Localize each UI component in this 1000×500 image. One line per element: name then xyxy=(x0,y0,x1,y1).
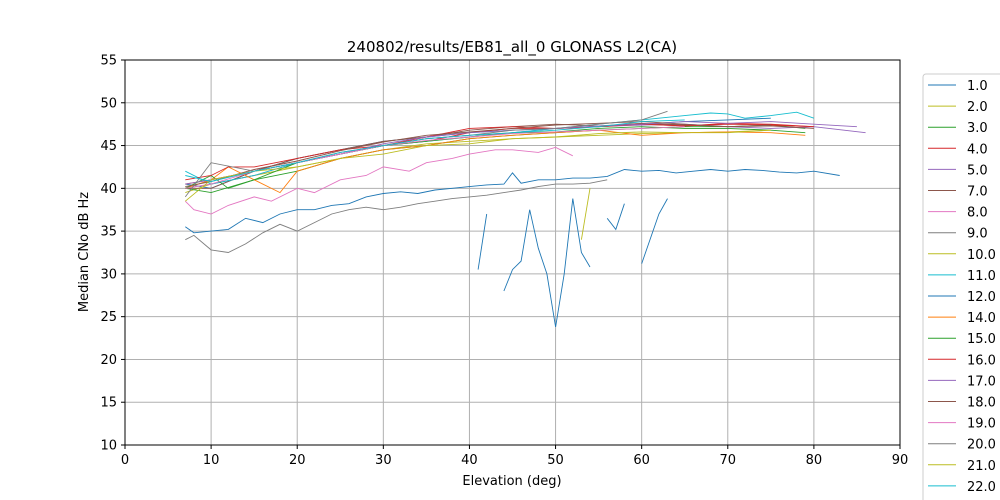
plot-area: 0 10 20 30 40 50 60 70 80 90 10 15 20 25 30 35 40 45 50 55 xyxy=(100,54,908,469)
legend-label: 18.0 xyxy=(967,396,996,411)
legend-label: 9.0 xyxy=(967,227,988,242)
y-tick-label: 45 xyxy=(100,139,117,154)
legend-label: 20.0 xyxy=(967,438,996,453)
x-tick-label: 80 xyxy=(806,453,823,468)
y-tick-label: 30 xyxy=(100,267,117,282)
legend-label: 19.0 xyxy=(967,417,996,432)
legend-label: 22.0 xyxy=(967,480,996,495)
legend-label: 21.0 xyxy=(967,459,996,474)
x-axis-label: Elevation (deg) xyxy=(462,474,561,489)
series-line-6 xyxy=(184,146,573,215)
y-tick-label: 15 xyxy=(100,396,117,411)
y-tick-label: 25 xyxy=(100,310,117,325)
legend-label: 1.0 xyxy=(967,79,988,94)
legend: 1.0 2.0 3.0 4.0 5.0 7.0 8.0 9.0 10.0 11.0 12.0 14.0… xyxy=(922,73,1000,500)
x-tick-label: 50 xyxy=(547,453,564,468)
legend-label: 10.0 xyxy=(967,248,996,263)
legend-label: 14.0 xyxy=(967,311,996,326)
series-line-10 xyxy=(185,169,840,234)
legend-label: 16.0 xyxy=(967,353,996,368)
y-tick-label: 10 xyxy=(100,439,117,454)
series-line-12 xyxy=(185,126,806,189)
legend-label: 8.0 xyxy=(967,206,988,221)
series-line-21 xyxy=(503,198,591,327)
x-tick-label: 70 xyxy=(720,453,737,468)
x-tick-label: 30 xyxy=(375,453,392,468)
legend-label: 4.0 xyxy=(967,142,988,157)
y-tick-label: 35 xyxy=(100,225,117,240)
legend-label: 15.0 xyxy=(967,332,996,347)
y-tick-label: 20 xyxy=(100,353,117,368)
series-line-20 xyxy=(477,213,488,270)
x-tick-label: 0 xyxy=(121,453,129,468)
legend-label: 5.0 xyxy=(967,163,988,178)
x-tick-label: 20 xyxy=(289,453,306,468)
x-tick-label: 90 xyxy=(892,453,909,468)
y-tick-label: 55 xyxy=(100,54,117,69)
legend-label: 12.0 xyxy=(967,290,996,305)
series-line-22 xyxy=(606,203,625,231)
plot-frame xyxy=(124,59,901,446)
chart-title: 240802/results/EB81_all_0 GLONASS L2(CA) xyxy=(347,38,677,57)
legend-label: 3.0 xyxy=(967,121,988,136)
series-line-1 xyxy=(185,129,771,194)
y-tick-label: 50 xyxy=(100,96,117,111)
x-tick-label: 10 xyxy=(203,453,220,468)
y-axis-label: Median CNo dB Hz xyxy=(77,192,92,312)
series-line-19 xyxy=(185,119,685,182)
legend-label: 11.0 xyxy=(967,269,996,284)
x-tick-label: 60 xyxy=(633,453,650,468)
series-line-15 xyxy=(185,121,771,188)
series-line-23 xyxy=(641,198,668,264)
series-line-17 xyxy=(184,110,668,198)
y-tick-label: 40 xyxy=(100,182,117,197)
legend-label: 2.0 xyxy=(967,100,988,115)
series-line-4 xyxy=(185,123,866,189)
series-line-8 xyxy=(580,188,591,240)
series-line-18 xyxy=(185,129,771,202)
legend-box xyxy=(922,73,1000,500)
x-tick-label: 40 xyxy=(461,453,478,468)
legend-label: 7.0 xyxy=(967,185,988,200)
series-line-7 xyxy=(185,179,608,253)
legend-label: 17.0 xyxy=(967,374,996,389)
